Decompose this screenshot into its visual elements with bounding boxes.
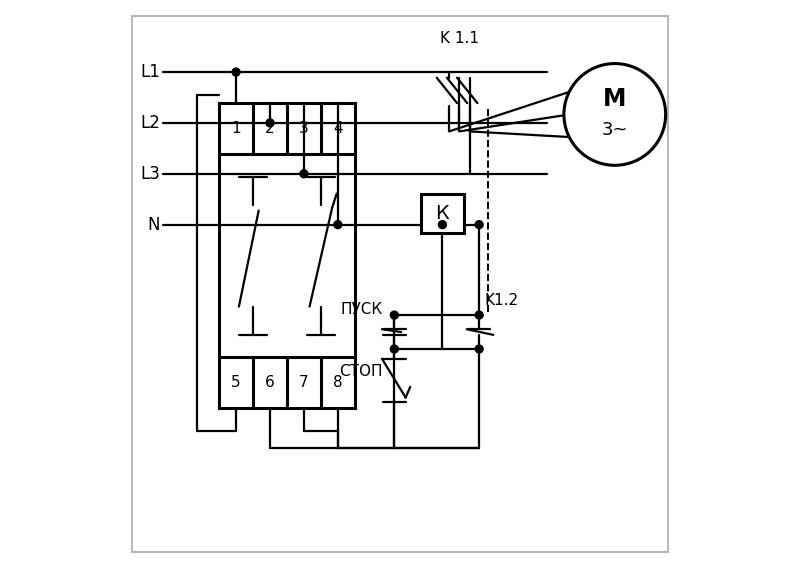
Text: L2: L2 [140, 114, 160, 132]
Text: ПУСК: ПУСК [341, 302, 383, 317]
Circle shape [438, 221, 446, 228]
Circle shape [390, 311, 398, 319]
Circle shape [232, 68, 240, 76]
Text: 3: 3 [299, 121, 309, 136]
Text: 4: 4 [333, 121, 342, 136]
Text: N: N [147, 216, 160, 233]
Circle shape [475, 345, 483, 353]
Circle shape [300, 170, 308, 178]
Circle shape [266, 119, 274, 127]
Text: K 1.1: K 1.1 [440, 31, 479, 45]
Text: 2: 2 [265, 121, 275, 136]
Text: СТОП: СТОП [339, 364, 383, 379]
Bar [219, 103, 354, 408]
Circle shape [475, 311, 483, 319]
Text: 1: 1 [231, 121, 241, 136]
Text: L1: L1 [140, 63, 160, 81]
Circle shape [475, 221, 483, 228]
Circle shape [564, 64, 666, 165]
Text: K1.2: K1.2 [485, 294, 519, 308]
Circle shape [334, 221, 342, 228]
Text: К: К [435, 204, 450, 223]
Bar [421, 194, 463, 233]
Text: 5: 5 [231, 375, 241, 390]
Text: L3: L3 [140, 165, 160, 183]
Circle shape [390, 345, 398, 353]
Text: М: М [603, 87, 626, 111]
Text: 7: 7 [299, 375, 309, 390]
Text: 8: 8 [333, 375, 342, 390]
Text: 3~: 3~ [602, 120, 628, 139]
Text: 6: 6 [265, 375, 275, 390]
